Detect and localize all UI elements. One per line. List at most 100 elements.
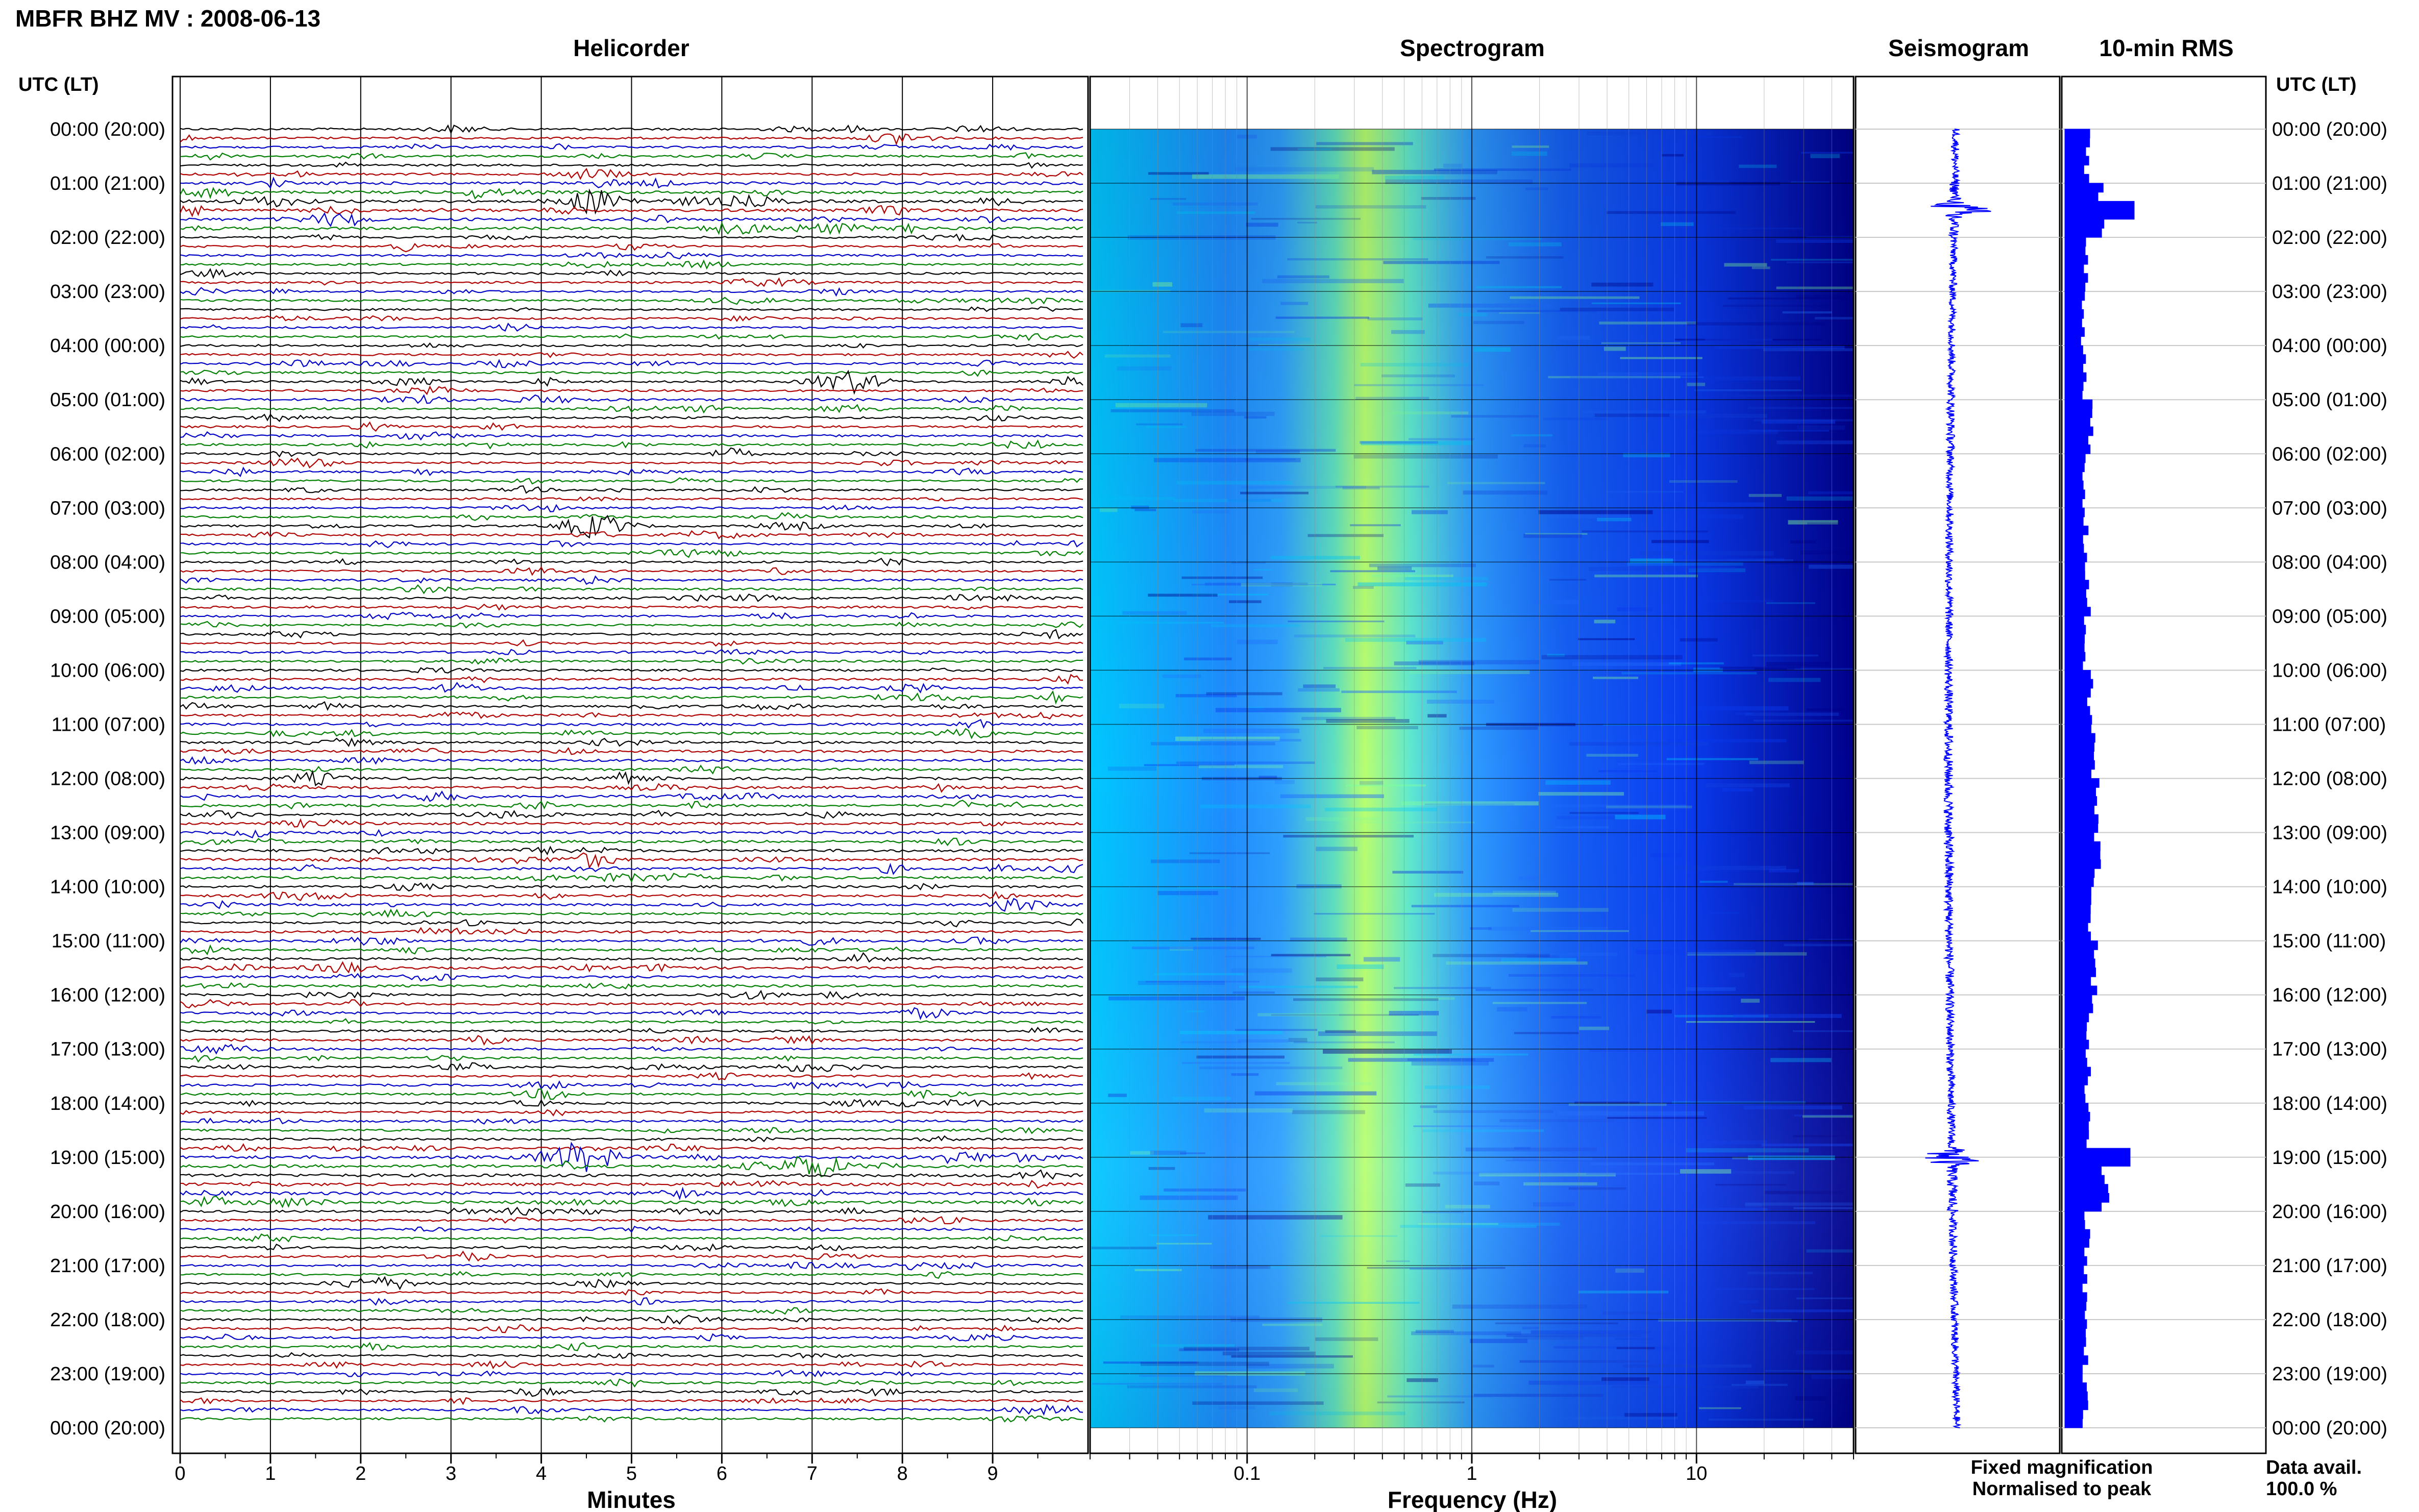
helicorder-x-label: Minutes <box>587 1486 676 1512</box>
time-tick-label-right: 23:00 (19:00) <box>2272 1364 2387 1385</box>
helicorder-trace-row <box>180 221 1083 235</box>
legend-normalised-to-peak: Normalised to peak <box>1972 1478 2152 1500</box>
helicorder-trace-row <box>180 394 1083 404</box>
x-tick-label: 6 <box>717 1463 727 1484</box>
helicorder-trace-row <box>180 1027 1083 1034</box>
helicorder-trace-row <box>180 287 1083 297</box>
helicorder-trace-row <box>180 944 1083 956</box>
helicorder-trace-row <box>180 1135 1083 1143</box>
helicorder-trace-row <box>180 890 1083 902</box>
helicorder-trace-row <box>180 908 1083 918</box>
time-tick-label-left: 11:00 (07:00) <box>52 714 165 735</box>
time-tick-label-left: 09:00 (05:00) <box>50 606 165 627</box>
time-tick-label-right: 02:00 (22:00) <box>2272 227 2387 249</box>
seismogram-trace <box>1925 129 1991 1428</box>
helicorder-trace-row <box>180 952 1083 963</box>
helicorder-trace-row <box>180 161 1083 169</box>
helicorder-trace-row <box>180 873 1083 883</box>
helicorder-trace-row <box>180 818 1083 829</box>
time-tick-label-left: 23:00 (19:00) <box>50 1364 165 1385</box>
helicorder-trace-row <box>180 252 1083 260</box>
helicorder-trace-row <box>180 1055 1083 1063</box>
helicorder-trace-row <box>180 737 1083 748</box>
time-tick-label-left: 10:00 (06:00) <box>50 660 165 681</box>
helicorder-trace-row <box>180 711 1083 720</box>
helicorder-trace-row <box>180 837 1083 847</box>
helicorder-trace-row <box>180 1143 1083 1152</box>
helicorder-trace-row <box>180 973 1083 982</box>
helicorder-trace-row <box>180 649 1083 655</box>
helicorder-trace-row <box>180 584 1083 594</box>
time-tick-label-left: 21:00 (17:00) <box>50 1255 165 1277</box>
helicorder-trace-row <box>180 575 1083 585</box>
helicorder-trace-row <box>180 333 1083 341</box>
helicorder-trace-row <box>180 982 1083 990</box>
x-tick-label: 2 <box>355 1463 366 1484</box>
helicorder-trace-row <box>180 530 1083 539</box>
helicorder-trace-row <box>180 1206 1083 1216</box>
rms-frame <box>2061 76 2267 1454</box>
frequency-tick-label: 0.1 <box>1233 1463 1261 1484</box>
helicorder-trace-row <box>180 1250 1083 1262</box>
time-tick-label-left: 20:00 (16:00) <box>50 1201 165 1223</box>
helicorder-trace-row <box>180 431 1083 441</box>
helicorder-trace-row <box>180 1071 1083 1081</box>
helicorder-trace-row <box>180 477 1083 485</box>
helicorder-trace-row <box>180 1186 1083 1201</box>
helicorder-frame <box>171 76 1089 1454</box>
time-tick-label-right: 20:00 (16:00) <box>2272 1201 2387 1223</box>
helicorder-trace-row <box>180 882 1083 892</box>
time-tick-label-left: 05:00 (01:00) <box>50 389 165 411</box>
helicorder-trace-row <box>180 852 1083 870</box>
helicorder-trace-row <box>180 1352 1083 1359</box>
helicorder-trace-row <box>180 133 1083 145</box>
time-tick-label-right: 01:00 (21:00) <box>2272 173 2387 194</box>
helicorder-gridlines <box>180 77 994 1453</box>
chart-title: MBFR BHZ MV : 2008-06-13 <box>15 5 320 32</box>
time-tick-label-left: 15:00 (11:00) <box>52 931 165 952</box>
helicorder-trace-row <box>180 447 1083 458</box>
helicorder-trace-row <box>180 242 1083 253</box>
time-tick-label-left: 01:00 (21:00) <box>50 173 165 194</box>
helicorder-trace-row <box>180 152 1083 161</box>
helicorder-title: Helicorder <box>573 35 689 61</box>
data-availability-value: 100.0 % <box>2266 1478 2337 1500</box>
helicorder-trace-row <box>180 790 1083 802</box>
helicorder-trace-row <box>180 212 1083 228</box>
helicorder-trace-row <box>180 593 1083 602</box>
time-tick-label-left: 17:00 (13:00) <box>50 1039 165 1060</box>
helicorder-trace-row <box>180 369 1083 395</box>
time-tick-label-right: 19:00 (15:00) <box>2272 1147 2387 1169</box>
helicorder-trace-row <box>180 682 1083 694</box>
frequency-tick-label: 10 <box>1686 1463 1707 1484</box>
x-tick-label: 3 <box>446 1463 456 1484</box>
x-tick-label: 8 <box>897 1463 908 1484</box>
helicorder-trace-row <box>180 315 1083 323</box>
helicorder-trace-row <box>180 1225 1083 1233</box>
helicorder-trace-row <box>180 512 1083 521</box>
time-tick-label-right: 10:00 (06:00) <box>2272 660 2387 681</box>
helicorder-trace-row <box>180 728 1083 739</box>
rms-bars <box>2064 129 2135 1428</box>
helicorder-trace-row <box>180 1018 1083 1025</box>
helicorder-trace-row <box>180 657 1083 665</box>
helicorder-trace-row <box>180 936 1083 946</box>
helicorder-trace-row <box>180 989 1083 1001</box>
helicorder-trace-row <box>180 629 1083 640</box>
time-tick-label-left: 07:00 (03:00) <box>50 498 165 519</box>
helicorder-trace-row <box>180 351 1083 359</box>
helicorder-trace-row <box>180 268 1083 279</box>
helicorder-trace-row <box>180 1415 1083 1423</box>
helicorder-trace-row <box>180 1156 1083 1177</box>
time-tick-label-right: 04:00 (00:00) <box>2272 335 2387 357</box>
time-tick-label-left: 18:00 (14:00) <box>50 1093 165 1114</box>
helicorder-trace-row <box>180 342 1083 349</box>
helicorder-trace-row <box>180 504 1083 512</box>
helicorder-trace-row <box>180 540 1083 549</box>
helicorder-trace-row <box>180 1109 1083 1117</box>
helicorder-trace-row <box>180 1169 1083 1180</box>
helicorder-trace-row <box>180 603 1083 611</box>
helicorder-trace-row <box>180 829 1083 838</box>
helicorder-trace-row <box>180 800 1083 810</box>
x-tick-label: 1 <box>265 1463 276 1484</box>
